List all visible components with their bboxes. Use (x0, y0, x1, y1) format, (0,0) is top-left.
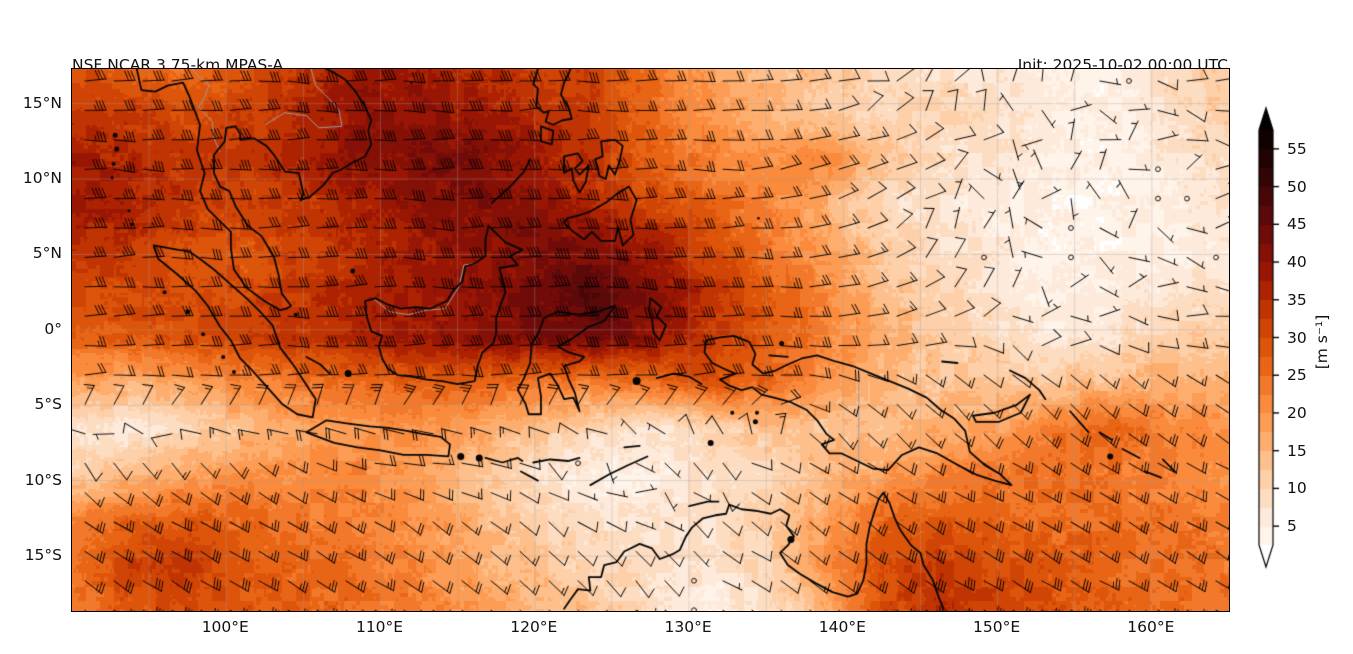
colorbar-unit-label: [m s⁻¹] (1313, 314, 1331, 370)
colorbar-tick-label: 10 (1287, 479, 1307, 498)
x-tick-label: 160°E (1127, 618, 1175, 636)
colorbar-tick-label: 40 (1287, 253, 1307, 272)
colorbar-tick-label: 25 (1287, 366, 1307, 385)
shear-map-canvas (72, 69, 1229, 611)
colorbar-tick-label: 55 (1287, 139, 1307, 158)
y-tick-label: 10°N (22, 169, 62, 188)
map-frame (71, 68, 1230, 612)
colorbar-tick-label: 15 (1287, 441, 1307, 460)
x-tick-label: 100°E (201, 618, 249, 636)
x-tick-label: 140°E (818, 618, 866, 636)
x-tick-label: 120°E (510, 618, 558, 636)
y-tick-label: 15°S (24, 545, 62, 564)
colorbar-tick-label: 5 (1287, 517, 1297, 536)
colorbar-tick-label: 20 (1287, 403, 1307, 422)
y-tick-label: 5°S (34, 395, 62, 414)
y-tick-label: 15°N (22, 93, 62, 112)
x-tick-label: 150°E (973, 618, 1021, 636)
colorbar-tick-label: 35 (1287, 290, 1307, 309)
colorbar-tick-label: 50 (1287, 177, 1307, 196)
colorbar-tick-label: 30 (1287, 328, 1307, 347)
y-tick-label: 0° (44, 319, 62, 338)
colorbar-tick-label: 45 (1287, 215, 1307, 234)
colorbar-canvas (1255, 100, 1315, 580)
y-tick-label: 5°N (32, 244, 62, 263)
x-tick-label: 110°E (355, 618, 404, 636)
y-tick-label: 10°S (24, 470, 62, 489)
x-tick-label: 130°E (664, 618, 712, 636)
